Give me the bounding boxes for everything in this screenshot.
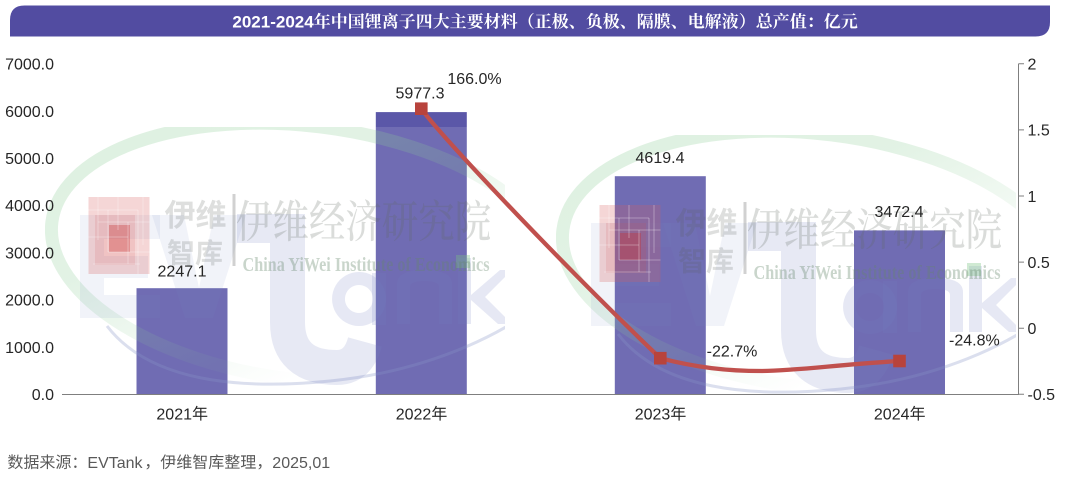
- svg-text:2025,01: 2025,01: [272, 455, 330, 472]
- svg-text:-0.5: -0.5: [1028, 387, 1056, 404]
- svg-text:2247.1: 2247.1: [158, 264, 207, 281]
- svg-text:2022: 2022: [396, 406, 432, 423]
- svg-text:5977.3: 5977.3: [396, 86, 445, 103]
- svg-text:4619.4: 4619.4: [636, 150, 685, 167]
- svg-text:7000.0: 7000.0: [5, 57, 54, 74]
- svg-text:2023: 2023: [635, 406, 671, 423]
- svg-text:-22.7%: -22.7%: [707, 344, 758, 361]
- svg-text:-24.8%: -24.8%: [949, 333, 1000, 350]
- svg-text:EVTank: EVTank: [87, 455, 143, 472]
- svg-text:166.0%: 166.0%: [447, 71, 501, 88]
- svg-text:2024: 2024: [874, 406, 910, 423]
- svg-text:0.5: 0.5: [1028, 255, 1050, 272]
- svg-text:5000.0: 5000.0: [5, 151, 54, 168]
- svg-text:1.5: 1.5: [1028, 123, 1050, 140]
- svg-text:3472.4: 3472.4: [875, 204, 924, 221]
- svg-text:2: 2: [1028, 57, 1037, 74]
- svg-text:1000.0: 1000.0: [5, 340, 54, 357]
- svg-text:3000.0: 3000.0: [5, 246, 54, 263]
- svg-text:6000.0: 6000.0: [5, 104, 54, 121]
- svg-text:1: 1: [1028, 189, 1037, 206]
- svg-text:2000.0: 2000.0: [5, 293, 54, 310]
- svg-text:4000.0: 4000.0: [5, 198, 54, 215]
- svg-text:2021: 2021: [156, 406, 192, 423]
- svg-text:0: 0: [1028, 321, 1037, 338]
- svg-text:2021-2024: 2021-2024: [232, 12, 314, 31]
- svg-text:0.0: 0.0: [32, 387, 54, 404]
